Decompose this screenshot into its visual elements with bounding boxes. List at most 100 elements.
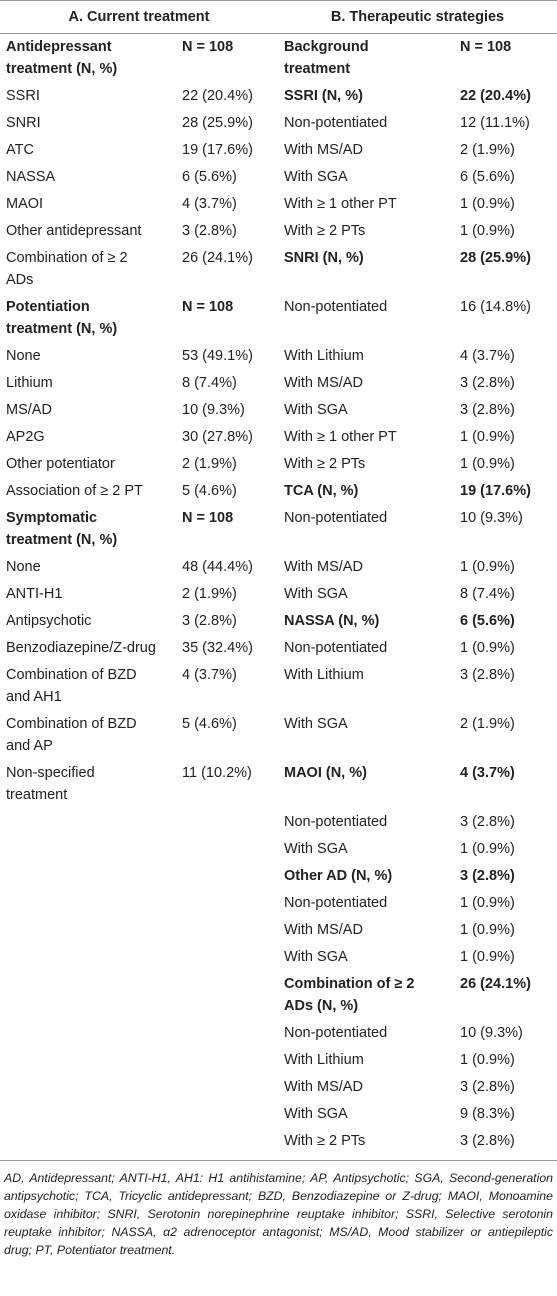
row-label: NASSA (6, 169, 56, 185)
table-row: ANTI-H1 2 (1.9%) With SGA 8 (7.4%) (0, 581, 557, 608)
row-label: With SGA (284, 586, 348, 602)
row-label: Other potentiator (6, 456, 115, 472)
empty-cell (0, 890, 278, 917)
table-row: Antipsychotic 3 (2.8%) NASSA (N, %) 6 (5.6%… (0, 608, 557, 635)
table-row: With Lithium 1 (0.9%) (0, 1047, 557, 1074)
row-label: With MS/AD (284, 142, 363, 158)
row-label: Other antidepressant (6, 223, 142, 239)
empty-cell (0, 836, 278, 863)
row-label: Combination of BZD and AP (6, 716, 137, 754)
row-value: 4 (3.7%) (460, 765, 515, 781)
row-value: 53 (49.1%) (182, 348, 253, 364)
row-value: 5 (4.6%) (182, 716, 237, 732)
table-row: Combination of ≥ 2 ADs 26 (24.1%) SNRI (N,… (0, 245, 557, 294)
row-value: 3 (2.8%) (460, 375, 515, 391)
row-value: 3 (2.8%) (460, 402, 515, 418)
column-header: B. Therapeutic strategies (278, 0, 557, 34)
row-value: 3 (2.8%) (460, 1079, 515, 1095)
row-value: N = 108 (182, 39, 234, 55)
row-value: 2 (1.9%) (460, 716, 515, 732)
row-value: 48 (44.4%) (182, 559, 253, 575)
row-label: With MS/AD (284, 922, 363, 938)
empty-cell (0, 1074, 278, 1101)
row-label: With ≥ 1 other PT (284, 429, 397, 445)
row-label: With SGA (284, 716, 348, 732)
data-table: A. Current treatment B. Therapeutic stra… (0, 0, 557, 1161)
row-label: MAOI (6, 196, 44, 212)
row-label: Non-potentiated (284, 299, 388, 315)
row-value: 1 (0.9%) (460, 640, 515, 656)
table-row: Association of ≥ 2 PT 5 (4.6%) TCA (N, %) 1… (0, 478, 557, 505)
row-label: With MS/AD (284, 375, 363, 391)
table-row: Benzodiazepine/Z-drug 35 (32.4%) Non-poten… (0, 635, 557, 662)
row-value: 1 (0.9%) (460, 456, 515, 472)
empty-cell (0, 1020, 278, 1047)
table-row: MS/AD 10 (9.3%) With SGA 3 (2.8%) (0, 397, 557, 424)
row-value: 22 (20.4%) (182, 88, 253, 104)
row-value: 9 (8.3%) (460, 1106, 515, 1122)
table-row: Combination of BZD and AH1 4 (3.7%) With L… (0, 662, 557, 711)
row-label: Benzodiazepine/Z-drug (6, 640, 156, 656)
table-row: Other antidepressant 3 (2.8%) With ≥ 2 PTs… (0, 218, 557, 245)
row-label: Non-potentiated (284, 115, 388, 131)
table-body: Antidepressant treatment (N, %) N = 108 Ba… (0, 34, 557, 1161)
row-label: SNRI (6, 115, 41, 131)
table-row: ATC 19 (17.6%) With MS/AD 2 (1.9%) (0, 137, 557, 164)
empty-cell (0, 809, 278, 836)
row-value: 22 (20.4%) (460, 88, 531, 104)
table-row: With SGA 1 (0.9%) (0, 836, 557, 863)
footnote: AD, Antidepressant; ANTI-H1, AH1: H1 ant… (0, 1160, 557, 1259)
table-row: Antidepressant treatment (N, %) N = 108 Ba… (0, 34, 557, 84)
row-value: 10 (9.3%) (460, 510, 523, 526)
row-label: With SGA (284, 949, 348, 965)
row-label: With Lithium (284, 1052, 364, 1068)
empty-cell (0, 1128, 278, 1160)
table-row: Other potentiator 2 (1.9%) With ≥ 2 PTs 1 (… (0, 451, 557, 478)
empty-cell (0, 944, 278, 971)
table-row: Other AD (N, %) 3 (2.8%) (0, 863, 557, 890)
row-value: 1 (0.9%) (460, 841, 515, 857)
row-value: 19 (17.6%) (182, 142, 253, 158)
table-row: Combination of BZD and AP 5 (4.6%) With SG… (0, 711, 557, 760)
row-label: Non-potentiated (284, 510, 388, 526)
table-row: With SGA 9 (8.3%) (0, 1101, 557, 1128)
row-label: Lithium (6, 375, 53, 391)
row-value: 6 (5.6%) (460, 169, 515, 185)
row-label: None (6, 348, 41, 364)
empty-cell (0, 1047, 278, 1074)
table-row: Potentiation treatment (N, %) N = 108 Non-… (0, 294, 557, 343)
row-label: Combination of ≥ 2 ADs (N, %) (284, 976, 415, 1014)
table-row: Combination of ≥ 2 ADs (N, %) 26 (24.1%) (0, 971, 557, 1020)
row-value: 30 (27.8%) (182, 429, 253, 445)
row-value: 28 (25.9%) (182, 115, 253, 131)
table-row: Symptomatic treatment (N, %) N = 108 Non-p… (0, 505, 557, 554)
row-label: With SGA (284, 841, 348, 857)
row-value: 3 (2.8%) (460, 667, 515, 683)
row-value: 8 (7.4%) (182, 375, 237, 391)
empty-cell (0, 917, 278, 944)
row-value: 2 (1.9%) (182, 456, 237, 472)
row-label: Potentiation treatment (N, %) (6, 299, 118, 337)
row-value: 6 (5.6%) (182, 169, 237, 185)
row-value: 19 (17.6%) (460, 483, 531, 499)
table-row: With SGA 1 (0.9%) (0, 944, 557, 971)
table-row: Lithium 8 (7.4%) With MS/AD 3 (2.8%) (0, 370, 557, 397)
row-value: 1 (0.9%) (460, 196, 515, 212)
row-label: SNRI (N, %) (284, 250, 364, 266)
table-row: SSRI 22 (20.4%) SSRI (N, %) 22 (20.4%) (0, 83, 557, 110)
row-value: 8 (7.4%) (460, 586, 515, 602)
row-value: 26 (24.1%) (182, 250, 253, 266)
row-value: 3 (2.8%) (460, 814, 515, 830)
row-value: 3 (2.8%) (460, 1133, 515, 1149)
row-label: Antidepressant treatment (N, %) (6, 39, 118, 77)
row-value: 1 (0.9%) (460, 559, 515, 575)
row-label: None (6, 559, 41, 575)
table-row: AP2G 30 (27.8%) With ≥ 1 other PT 1 (0.9%) (0, 424, 557, 451)
empty-cell (0, 1101, 278, 1128)
header-row: A. Current treatment B. Therapeutic stra… (0, 0, 557, 34)
table-row: Non-potentiated 10 (9.3%) (0, 1020, 557, 1047)
row-label: Association of ≥ 2 PT (6, 483, 143, 499)
row-label: ATC (6, 142, 34, 158)
row-label: MAOI (N, %) (284, 765, 367, 781)
row-value: 1 (0.9%) (460, 223, 515, 239)
